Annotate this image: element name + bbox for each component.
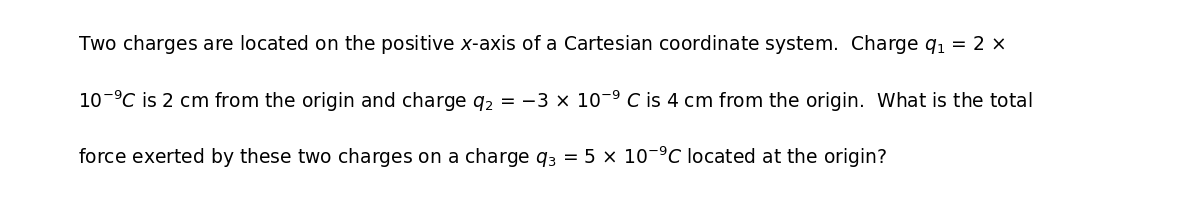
Text: $10^{-9}$$C$ is 2 cm from the origin and charge $q_2$ = $-$3 $\times$ $10^{-9}$ : $10^{-9}$$C$ is 2 cm from the origin and… (78, 88, 1032, 114)
Text: Two charges are located on the positive $x$-axis of a Cartesian coordinate syste: Two charges are located on the positive … (78, 33, 1006, 56)
Text: force exerted by these two charges on a charge $q_3$ = 5 $\times$ $10^{-9}$$C$ l: force exerted by these two charges on a … (78, 145, 887, 170)
